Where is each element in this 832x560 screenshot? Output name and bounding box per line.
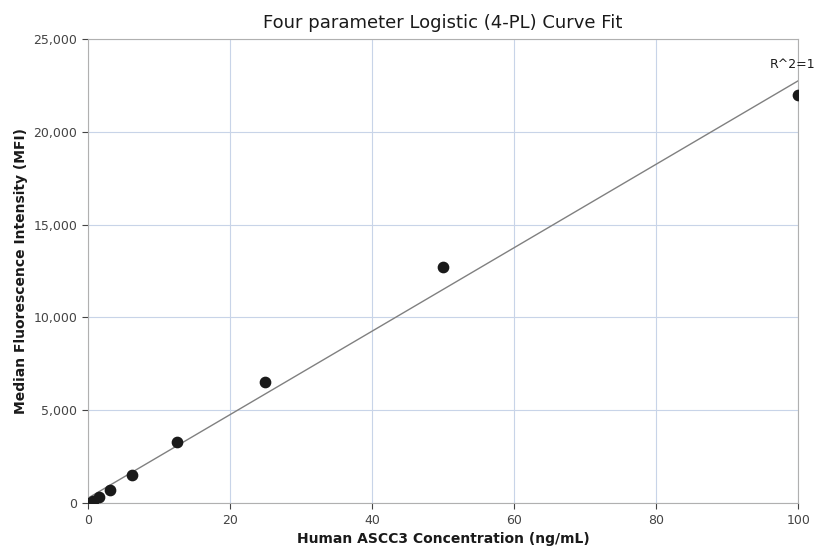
Point	[103, 486, 116, 494]
Point	[170, 437, 183, 446]
Point	[87, 496, 100, 505]
Point	[436, 263, 449, 272]
Point	[92, 492, 106, 501]
X-axis label: Human ASCC3 Concentration (ng/mL): Human ASCC3 Concentration (ng/mL)	[297, 532, 589, 546]
Text: R^2=1: R^2=1	[770, 58, 815, 71]
Point	[126, 471, 139, 480]
Point	[259, 378, 272, 387]
Point	[791, 90, 805, 99]
Point	[81, 498, 94, 507]
Title: Four parameter Logistic (4-PL) Curve Fit: Four parameter Logistic (4-PL) Curve Fit	[263, 14, 622, 32]
Y-axis label: Median Fluorescence Intensity (MFI): Median Fluorescence Intensity (MFI)	[14, 128, 28, 414]
